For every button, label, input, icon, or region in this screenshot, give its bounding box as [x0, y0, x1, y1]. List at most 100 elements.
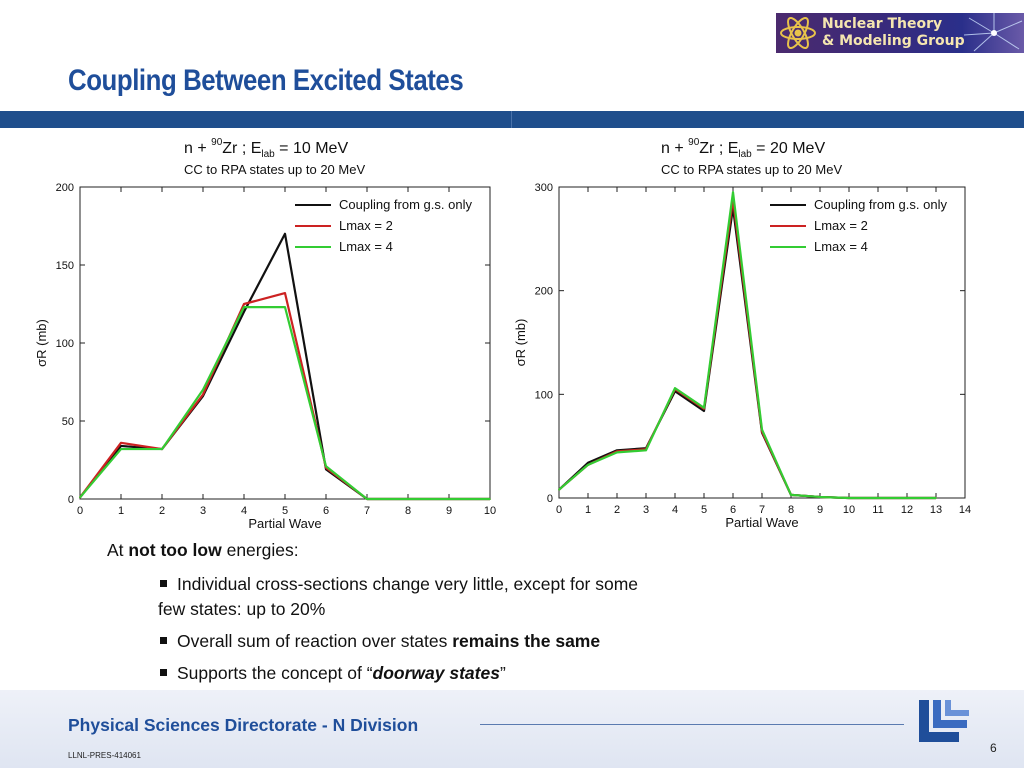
data-point — [587, 464, 589, 466]
data-point — [284, 233, 286, 235]
data-point — [674, 387, 676, 389]
y-axis-label: σR (mb) — [513, 319, 528, 367]
footer-rule — [480, 724, 904, 725]
chart-title-part: E — [728, 140, 739, 157]
x-tick-label: 4 — [241, 505, 247, 517]
series-line-0 — [79, 232, 490, 501]
data-point — [819, 496, 821, 498]
data-point — [120, 448, 122, 450]
bullet-square-icon — [160, 669, 167, 676]
chart-title: n + 90Zr ; Elab = 20 MeV — [661, 137, 825, 160]
x-tick-label: 9 — [446, 505, 452, 517]
legend-label: Lmax = 4 — [339, 239, 393, 254]
bullet-3-text: Supports the concept of “ — [177, 663, 373, 683]
chart-subtitle: CC to RPA states up to 20 MeV — [184, 162, 365, 177]
x-tick-label: 1 — [585, 504, 591, 516]
footer-title: Physical Sciences Directorate - N Divisi… — [68, 715, 419, 735]
x-tick-label: 6 — [323, 505, 329, 517]
x-tick-label: 12 — [901, 504, 913, 516]
page-number: 6 — [990, 741, 997, 755]
x-tick-label: 7 — [364, 505, 370, 517]
x-tick-label: 7 — [759, 504, 765, 516]
series-line-0 — [558, 206, 936, 500]
data-point — [703, 407, 705, 409]
bullet-square-icon — [160, 580, 167, 587]
data-point — [645, 449, 647, 452]
chart-subtitle: CC to RPA states up to 20 MeV — [661, 162, 842, 177]
y-tick-label: 0 — [68, 494, 74, 506]
x-tick-label: 8 — [405, 505, 411, 517]
bullet-3: Supports the concept of “doorway states” — [160, 663, 506, 684]
x-tick-label: 8 — [788, 504, 794, 516]
bullet-2: Overall sum of reaction over states rema… — [160, 631, 600, 652]
data-point — [243, 306, 245, 308]
series-line-2 — [558, 191, 936, 500]
chart-title: n + 90Zr ; Elab = 10 MeV — [184, 137, 348, 160]
y-tick-label: 300 — [535, 182, 553, 194]
data-point — [558, 488, 560, 491]
data-point — [161, 448, 163, 450]
bullet-1: Individual cross-sections change very li… — [160, 574, 638, 595]
bullet-2-text: Overall sum of reaction over states — [177, 631, 453, 651]
chart-title-part: 90 — [688, 137, 700, 148]
bullet-1-line-1: Individual cross-sections change very li… — [177, 574, 639, 594]
y-tick-label: 0 — [547, 493, 553, 505]
legend-label: Coupling from g.s. only — [814, 197, 947, 212]
bullet-1-continuation: few states: up to 20% — [158, 599, 325, 620]
data-point — [587, 461, 589, 464]
x-axis-label: Partial Wave — [248, 516, 321, 531]
data-point — [761, 428, 763, 431]
chart-title-part: = 20 MeV — [752, 140, 826, 157]
chart-title-part: lab — [261, 149, 275, 160]
data-point — [616, 451, 618, 454]
x-tick-label: 0 — [556, 504, 562, 516]
bullet-3-bold-italic: doorway states — [372, 663, 500, 683]
data-point — [202, 393, 204, 396]
x-tick-label: 2 — [159, 505, 165, 517]
data-point — [243, 303, 245, 305]
bullet-3-text-end: ” — [499, 663, 506, 683]
data-point — [935, 497, 937, 499]
nuclear-theory-logo: Nuclear Theory & Modeling Group — [776, 13, 1024, 53]
series-line-2 — [79, 306, 490, 501]
x-axis-label: Partial Wave — [725, 515, 798, 530]
legend-label: Coupling from g.s. only — [339, 197, 472, 212]
y-tick-label: 200 — [535, 286, 553, 298]
atom-icon — [780, 16, 816, 50]
x-tick-label: 1 — [118, 505, 124, 517]
chart-title-part: n + — [184, 140, 211, 157]
y-tick-label: 50 — [62, 416, 74, 428]
legend-label: Lmax = 2 — [339, 218, 393, 233]
series-line-1 — [79, 291, 490, 501]
data-point — [120, 442, 122, 444]
x-tick-label: 5 — [701, 504, 707, 516]
chart-title-part: Zr ; — [699, 140, 727, 157]
chart-left: n + 90Zr ; Elab = 10 MeV CC to RPA states… — [34, 137, 496, 531]
logo-line-2: & Modeling Group — [822, 33, 965, 49]
starburst-icon — [964, 13, 1023, 52]
x-tick-label: 10 — [843, 504, 855, 516]
data-point — [243, 311, 245, 313]
legend-label: Lmax = 4 — [814, 239, 868, 254]
data-point — [732, 191, 734, 193]
title-divider-bar — [0, 111, 1024, 128]
y-tick-label: 100 — [56, 338, 74, 350]
x-tick-label: 2 — [614, 504, 620, 516]
intro-text-end: energies: — [221, 540, 299, 560]
intro-text: At — [107, 540, 129, 560]
data-point — [877, 497, 879, 499]
x-tick-label: 3 — [643, 504, 649, 516]
x-tick-label: 3 — [200, 505, 206, 517]
chart-right: n + 90Zr ; Elab = 20 MeV CC to RPA states… — [513, 137, 971, 530]
x-tick-label: 9 — [817, 504, 823, 516]
x-tick-label: 13 — [930, 504, 942, 516]
bullet-2-bold: remains the same — [452, 631, 601, 651]
logo-line-1: Nuclear Theory — [822, 16, 943, 32]
bullet-square-icon — [160, 637, 167, 644]
bullet-intro: At not too low energies: — [107, 540, 299, 561]
x-tick-label: 10 — [484, 505, 496, 517]
x-tick-label: 6 — [730, 504, 736, 516]
data-point — [79, 496, 81, 499]
x-tick-label: 4 — [672, 504, 678, 516]
data-point — [407, 498, 409, 500]
